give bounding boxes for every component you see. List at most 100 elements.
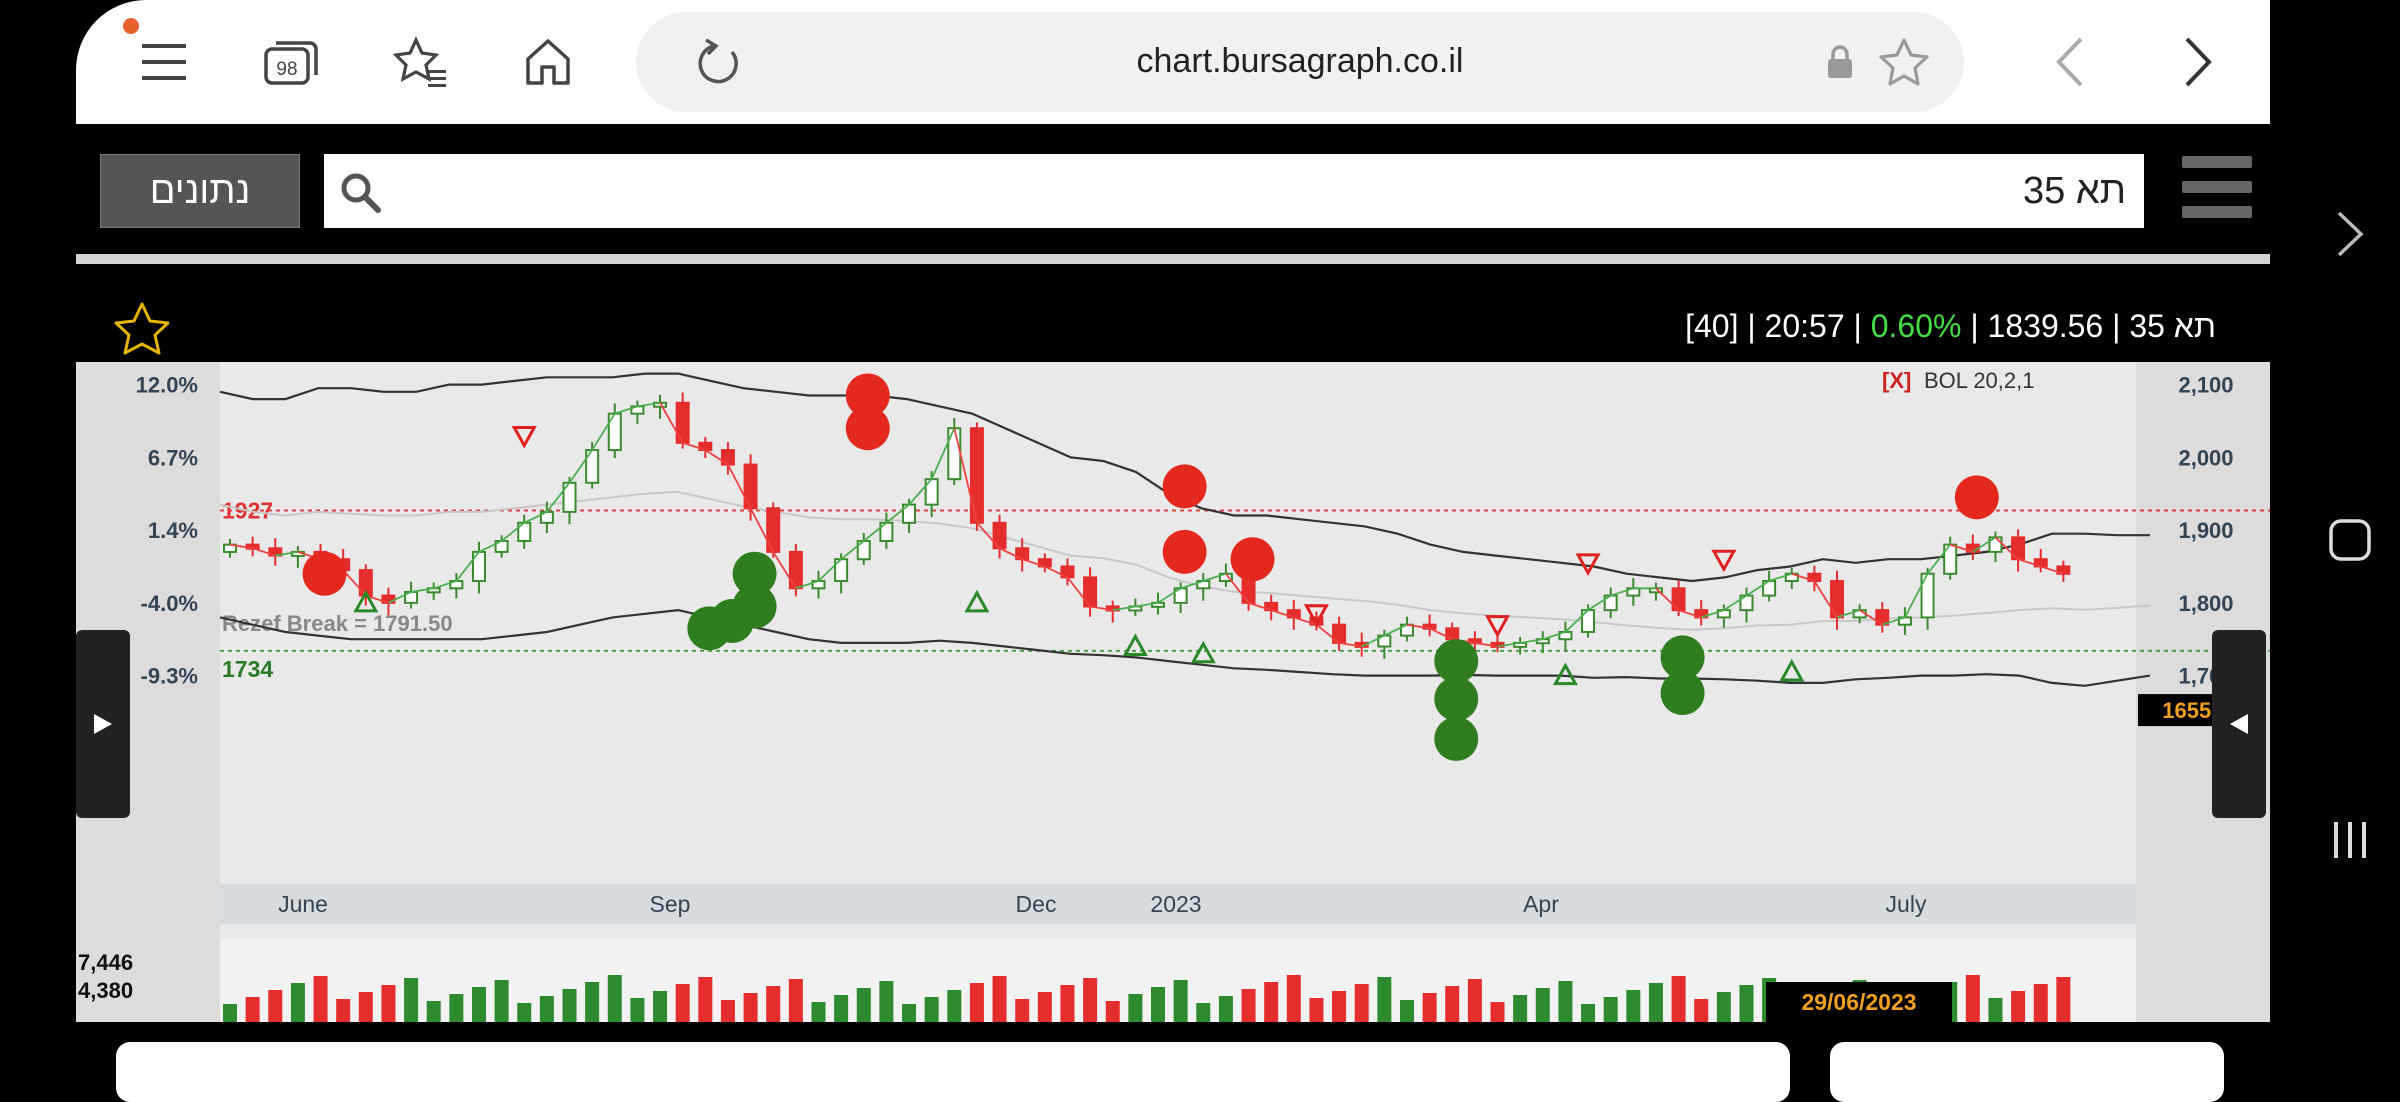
- trend-line: [614, 405, 638, 415]
- trend-line: [1859, 609, 1883, 626]
- nav-home-icon[interactable]: [2320, 512, 2380, 568]
- interval: [40]: [1685, 308, 1739, 344]
- volume-bar: [1694, 999, 1709, 1022]
- volume-bar: [902, 1004, 917, 1022]
- volume-bar: [1965, 975, 1980, 1022]
- left-axis-label: 1.4%: [148, 518, 198, 543]
- x-axis-label: Apr: [1523, 891, 1559, 917]
- trend-line: [976, 522, 1001, 549]
- trend-line: [523, 511, 548, 524]
- volume-bar: [471, 987, 486, 1022]
- right-axis-label: 1,800: [2178, 591, 2233, 616]
- buy-signal-marker: [1660, 635, 1705, 680]
- site-header: נתונים תא 35: [76, 124, 2270, 254]
- sell-triangle: [1711, 549, 1737, 573]
- trend-line: [885, 503, 910, 524]
- play-left-icon[interactable]: [76, 630, 130, 818]
- volume-bar: [404, 978, 419, 1022]
- trend-line: [546, 482, 571, 513]
- buy-triangle: [1190, 640, 1216, 664]
- volume-bar: [2011, 991, 2026, 1022]
- address-bar[interactable]: chart.bursagraph.co.il: [636, 12, 1964, 112]
- trend-line: [1202, 572, 1227, 582]
- trend-line: [229, 543, 253, 550]
- trend-line: [1157, 587, 1182, 604]
- search-input[interactable]: תא 35: [324, 154, 2144, 228]
- trend-line: [795, 580, 819, 590]
- forward-icon[interactable]: [2166, 30, 2230, 94]
- divider: [76, 254, 2270, 264]
- volume-bar: [539, 996, 554, 1022]
- trend-line: [1248, 601, 1272, 611]
- volume-bar: [1218, 996, 1233, 1022]
- volume-bar: [1603, 997, 1618, 1022]
- trend-line: [1089, 605, 1113, 612]
- left-axis-label: -9.3%: [141, 664, 198, 689]
- volume-bar: [1332, 991, 1347, 1022]
- bookmarks-icon[interactable]: [388, 30, 452, 94]
- hamburger-icon[interactable]: [2182, 156, 2252, 218]
- volume-bar: [947, 990, 962, 1022]
- candle-body: [1694, 609, 1709, 619]
- bollinger-lower: [219, 608, 2151, 687]
- search-icon[interactable]: [338, 170, 382, 219]
- volume-bar: [381, 985, 396, 1022]
- trend-line: [1315, 623, 1340, 644]
- price-chart[interactable]: 12.0% 6.7% 1.4% -4.0% -9.3% 2,100 2,000 1,900 1,…: [76, 362, 2270, 1022]
- volume-label: 4,380: [78, 978, 133, 1003]
- back-icon[interactable]: [2038, 30, 2102, 94]
- trend-line: [1270, 609, 1295, 619]
- buy-signal-marker: [1434, 716, 1479, 761]
- left-axis-label: 12.0%: [136, 373, 198, 398]
- volume-bar: [1264, 982, 1279, 1022]
- volume-bar: [245, 997, 260, 1022]
- reload-icon[interactable]: [686, 30, 750, 94]
- nav-recents-icon[interactable]: [2320, 812, 2380, 868]
- trend-line: [1768, 572, 1793, 582]
- favorite-star-icon[interactable]: [112, 300, 172, 363]
- content-card[interactable]: [116, 1042, 1790, 1102]
- sell-triangle: [1484, 615, 1511, 638]
- volume-bar: [1716, 992, 1731, 1022]
- volume-bar: [358, 992, 373, 1022]
- volume-bar: [1445, 986, 1460, 1022]
- trend-line: [1383, 623, 1408, 637]
- rezef-label: Rezef Break = 1791.50: [222, 611, 453, 636]
- notification-dot: [123, 18, 139, 34]
- trend-line: [637, 401, 661, 408]
- trend-line: [568, 449, 593, 484]
- trend-line: [908, 478, 933, 506]
- buy-signal-marker: [1434, 676, 1479, 721]
- trend-line: [1497, 641, 1521, 648]
- data-button[interactable]: נתונים: [100, 154, 300, 228]
- star-icon[interactable]: [1872, 30, 1936, 94]
- tabs-icon[interactable]: 98: [260, 30, 324, 94]
- trend-line: [1520, 638, 1543, 644]
- volume-bar: [720, 1000, 735, 1022]
- trend-line: [1723, 594, 1747, 611]
- content-card-side[interactable]: [1830, 1042, 2224, 1102]
- candle-body: [720, 449, 735, 466]
- trend-line: [1791, 572, 1815, 582]
- sell-signal-marker: [1162, 529, 1207, 574]
- browser-toolbar: 98 chart.bursagraph.co.il: [76, 0, 2270, 124]
- menu-icon[interactable]: [132, 30, 196, 94]
- trend-line: [930, 427, 956, 480]
- trend-line: [1972, 536, 1996, 553]
- candle-body: [1286, 609, 1301, 619]
- candle-body: [2011, 536, 2026, 561]
- buy-triangle: [353, 589, 379, 613]
- volume-bar: [1037, 992, 1052, 1022]
- trend-line: [1293, 616, 1317, 626]
- tab-count: 98: [276, 59, 297, 80]
- url-text[interactable]: chart.bursagraph.co.il: [1136, 42, 1464, 80]
- sell-signal-marker: [1230, 537, 1275, 582]
- search-value[interactable]: תא 35: [2023, 170, 2126, 212]
- trend-line: [682, 441, 706, 451]
- home-icon[interactable]: [516, 30, 580, 94]
- nav-forward-icon[interactable]: [2330, 206, 2370, 262]
- volume-bar: [1151, 987, 1165, 1022]
- trend-line: [1813, 580, 1838, 618]
- play-right-icon[interactable]: [2212, 630, 2266, 818]
- buy-signal-marker: [1660, 671, 1705, 716]
